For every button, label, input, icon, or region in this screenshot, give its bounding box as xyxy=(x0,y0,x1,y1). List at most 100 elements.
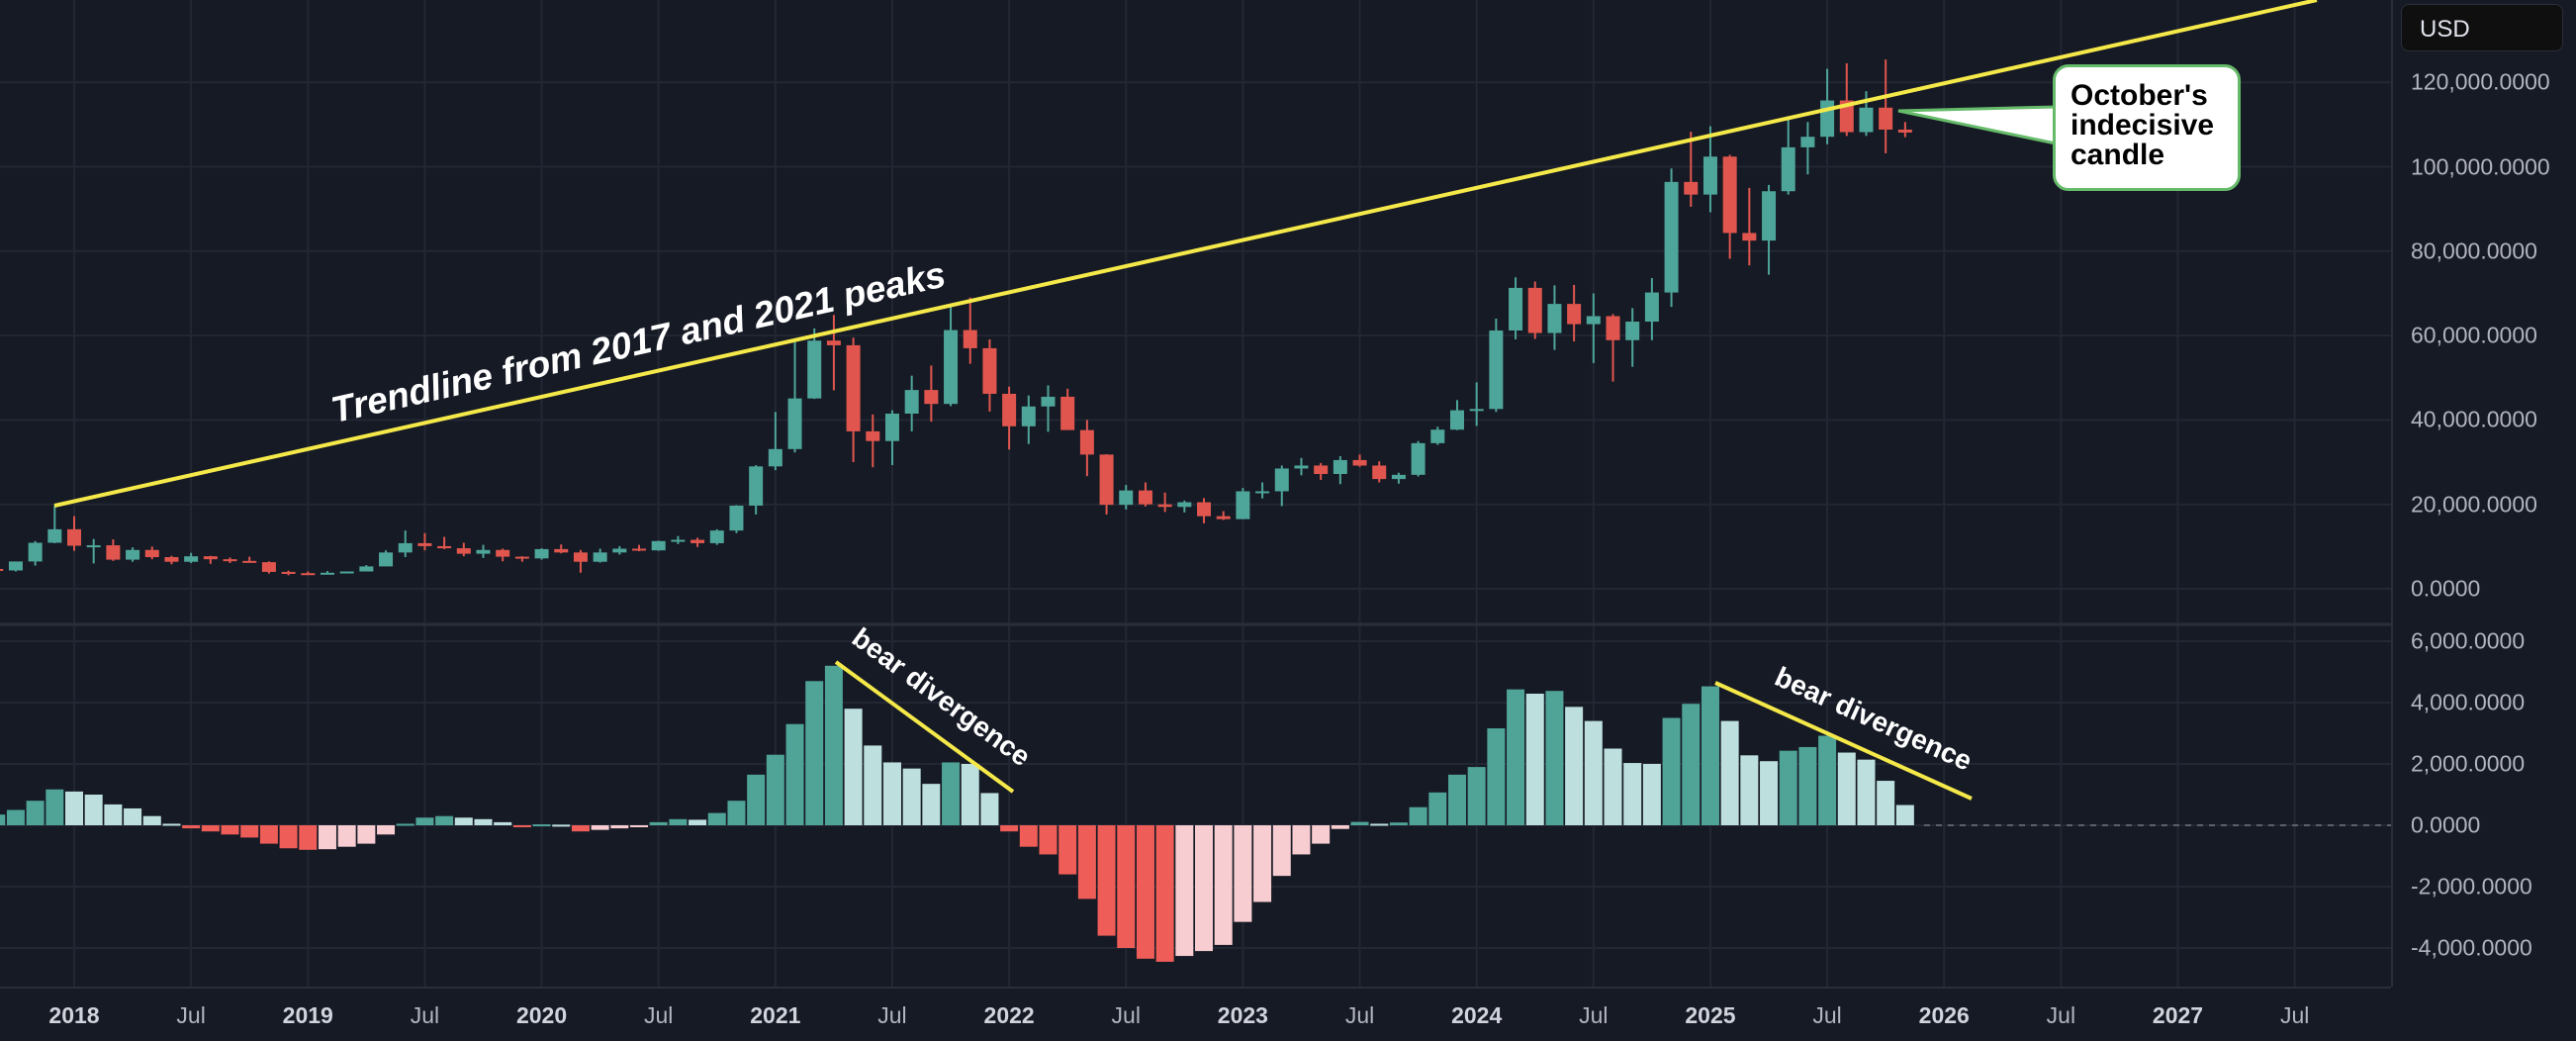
price-axis[interactable]: USD 120,000.0000 100,000.0000 80,000.0000 6… xyxy=(2391,0,2576,987)
candle-body xyxy=(884,414,899,441)
macd-histogram-bar xyxy=(1818,735,1837,825)
macd-histogram-bar xyxy=(961,764,979,825)
price-tick-label: 60,000.0000 xyxy=(2411,322,2537,348)
candle xyxy=(729,505,744,533)
candle xyxy=(709,528,724,545)
candle xyxy=(1333,456,1347,485)
macd-tick-label: 4,000.0000 xyxy=(2411,689,2526,715)
macd-histogram-bar xyxy=(1409,806,1427,825)
macd-histogram-bar xyxy=(1175,825,1194,957)
candle-body xyxy=(1099,454,1114,506)
macd-histogram-bar xyxy=(1837,752,1856,825)
time-tick-label: 2027 xyxy=(2152,1002,2204,1028)
candle-body xyxy=(203,556,218,560)
macd-histogram-bar xyxy=(1136,825,1154,959)
time-tick-label: Jul xyxy=(1344,1002,1375,1028)
candle xyxy=(8,561,23,572)
candle xyxy=(476,544,491,558)
currency-button[interactable]: USD xyxy=(2401,4,2563,51)
candle xyxy=(924,365,939,423)
candle xyxy=(593,548,607,563)
candle-body xyxy=(1527,287,1542,333)
time-tick-label: Jul xyxy=(1579,1002,1609,1028)
time-tick-label: 2019 xyxy=(282,1002,333,1028)
candle xyxy=(651,540,666,551)
macd-histogram-bar xyxy=(902,768,921,825)
callout-octobers-indecisive-candle[interactable]: October's indecisive candle xyxy=(2053,64,2241,191)
macd-histogram-bar xyxy=(142,815,161,825)
bear-divergence-line-2[interactable] xyxy=(1714,681,1973,801)
candle-body xyxy=(496,549,510,557)
currency-label: USD xyxy=(2420,16,2470,43)
macd-histogram-bar xyxy=(1545,691,1564,825)
macd-histogram-bar xyxy=(6,809,25,825)
candle-body xyxy=(1625,322,1640,340)
candle-body xyxy=(144,549,159,558)
candle-body xyxy=(164,557,179,562)
candle-body xyxy=(1021,406,1036,426)
candle xyxy=(456,542,471,557)
candle-body xyxy=(982,347,997,394)
macd-tick-label: -2,000.0000 xyxy=(2411,873,2532,899)
time-axis[interactable]: 2018 Jul 2019 Jul 2020 Jul 2021 Jul 2022 Jul 2023 J… xyxy=(0,987,2391,1041)
candle-body xyxy=(1586,316,1601,325)
candle-body xyxy=(1294,465,1309,469)
callout-text: October's indecisive candle xyxy=(2070,81,2214,170)
candle-body xyxy=(106,545,121,560)
candle-body xyxy=(1255,491,1270,494)
candle-body xyxy=(1411,442,1426,475)
candle xyxy=(1527,281,1542,339)
candle-body xyxy=(1489,330,1504,410)
candle xyxy=(379,550,394,567)
time-tick-label: Jul xyxy=(877,1002,907,1028)
candle-body xyxy=(1839,100,1854,133)
trendline[interactable] xyxy=(53,0,2318,508)
candle-body xyxy=(339,571,354,574)
bear-divergence-line-1[interactable] xyxy=(834,660,1015,794)
chart-plot-area[interactable]: Trendline from 2017 and 2021 peaks bear … xyxy=(0,0,2391,987)
candle-body xyxy=(398,542,413,553)
candle xyxy=(1567,284,1582,342)
candle-body xyxy=(944,330,959,405)
candle xyxy=(1509,277,1523,339)
candle-body xyxy=(924,390,939,405)
candle xyxy=(1002,386,1017,450)
macd-histogram-bar xyxy=(494,821,512,825)
candle xyxy=(203,555,218,564)
candle-body xyxy=(593,552,607,562)
macd-histogram-bar xyxy=(1117,825,1136,948)
candle xyxy=(1294,457,1309,476)
candle xyxy=(768,412,782,471)
macd-histogram-bar xyxy=(1642,764,1661,825)
macd-histogram-bar xyxy=(766,754,784,825)
candle xyxy=(1762,184,1777,275)
candle xyxy=(1177,500,1192,513)
macd-histogram-bar xyxy=(1097,825,1116,936)
candle-body xyxy=(787,398,802,449)
candle-body xyxy=(1197,502,1212,517)
candle xyxy=(437,536,452,549)
macd-histogram-bar xyxy=(669,818,688,825)
macd-tick-label: 6,000.0000 xyxy=(2411,627,2526,654)
macd-histogram-bar xyxy=(630,825,649,827)
macd-histogram-bar xyxy=(357,825,376,844)
candle-body xyxy=(514,556,529,559)
macd-tick-label: 2,000.0000 xyxy=(2411,750,2526,777)
candle-body xyxy=(1742,233,1757,241)
candle-body xyxy=(126,549,140,560)
candle-body xyxy=(1391,474,1406,480)
candle xyxy=(1469,382,1484,426)
candle-body xyxy=(632,548,647,551)
candle xyxy=(826,315,841,391)
candle-body xyxy=(846,344,861,431)
candle xyxy=(1664,168,1679,308)
candle-body xyxy=(1644,292,1659,323)
candle-body xyxy=(417,542,432,546)
macd-histogram-bar xyxy=(980,793,999,825)
candle xyxy=(554,544,569,554)
macd-histogram-bar xyxy=(201,825,220,832)
candle-body xyxy=(807,340,822,399)
candle-body xyxy=(671,539,686,542)
candle-body xyxy=(554,548,569,553)
candle-body xyxy=(1469,409,1484,412)
